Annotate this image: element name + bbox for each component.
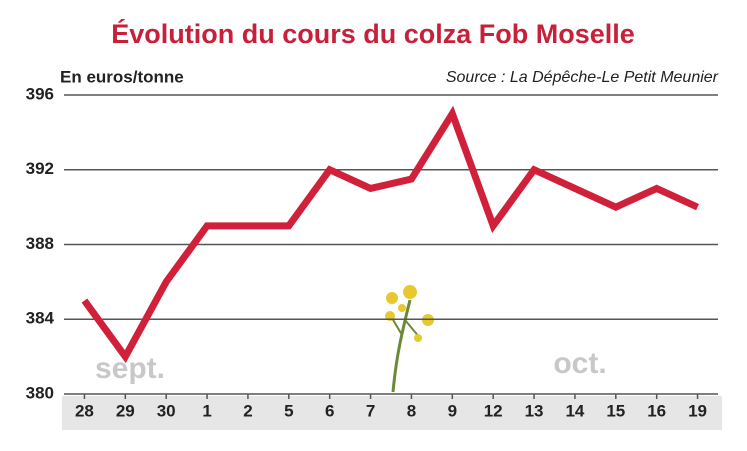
x-tick-label: 1 — [202, 401, 211, 420]
x-tick-label: 16 — [647, 401, 666, 420]
x-tick-label: 12 — [484, 401, 503, 420]
x-tick-label: 15 — [606, 401, 625, 420]
x-tick-label: 28 — [75, 401, 94, 420]
annotation: sept. — [95, 352, 165, 385]
source: Source : La Dépêche-Le Petit Meunier — [446, 69, 719, 86]
y-tick-label: 388 — [26, 234, 54, 253]
x-tick-label: 13 — [525, 401, 544, 420]
annotation: oct. — [553, 347, 606, 380]
x-tick-label: 30 — [157, 401, 176, 420]
x-tick-label: 7 — [366, 401, 375, 420]
x-axis-band — [62, 396, 722, 430]
x-tick-label: 2 — [243, 401, 252, 420]
x-tick-label: 6 — [325, 401, 334, 420]
chart-title: Évolution du cours du colza Fob Moselle — [111, 18, 635, 49]
x-tick-label: 5 — [284, 401, 293, 420]
y-tick-label: 396 — [26, 84, 54, 103]
line — [81, 105, 700, 364]
y-axis-label: En euros/tonne — [60, 67, 184, 86]
y-tick-label: 384 — [26, 309, 55, 328]
y-tick-label: 392 — [26, 159, 54, 178]
x-tick-label: 9 — [448, 401, 457, 420]
x-tick-label: 29 — [116, 401, 135, 420]
y-tick-label: 380 — [26, 383, 54, 402]
x-tick-label: 14 — [565, 401, 584, 420]
x-tick-label: 8 — [407, 401, 416, 420]
x-tick-label: 19 — [688, 401, 707, 420]
